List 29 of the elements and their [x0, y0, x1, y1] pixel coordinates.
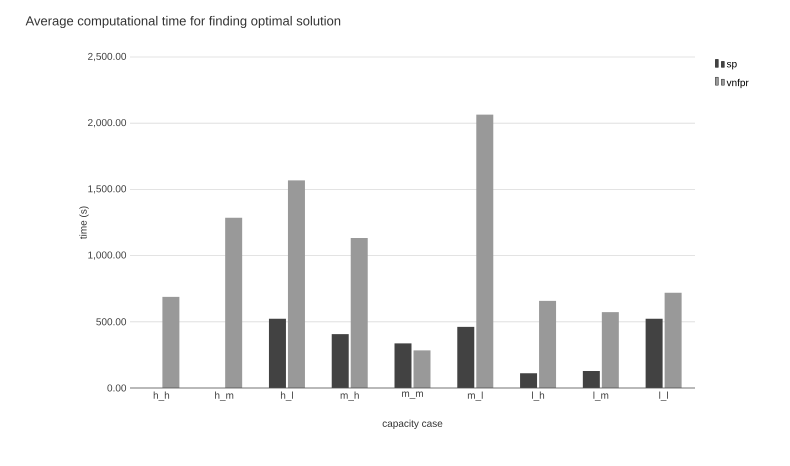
y-tick-label: 2,000.00 — [88, 119, 126, 128]
x-tick-label: h_h — [154, 392, 170, 401]
x-axis-title: capacity case — [382, 420, 442, 429]
y-tick-label: 1,000.00 — [88, 251, 126, 260]
x-tick-label: h_m — [215, 392, 234, 401]
bar — [476, 114, 494, 388]
y-axis-title: time (s) — [79, 206, 89, 240]
bar — [350, 238, 368, 388]
y-tick-label: 1,500.00 — [88, 185, 126, 194]
legend-label: vnfpr — [726, 78, 749, 88]
x-tick-label: h_l — [280, 392, 293, 401]
legend-label: sp — [726, 62, 737, 70]
y-tick-label: 2,500.00 — [88, 52, 126, 62]
y-tick-label: 0.00 — [107, 384, 126, 392]
x-tick-label: m_m — [402, 392, 423, 399]
x-tick-label: l_m — [593, 392, 608, 401]
x-tick-label: l_h — [532, 392, 544, 401]
bar — [539, 300, 556, 388]
bar — [162, 296, 180, 388]
x-tick-label: m_l — [468, 392, 483, 401]
bar — [414, 350, 430, 388]
chart-title: Average computational time for finding optimal solution — [26, 16, 340, 28]
x-tick-label: m_h — [340, 392, 359, 401]
bar — [602, 312, 619, 388]
y-tick-label: 500.00 — [96, 318, 126, 326]
bar — [225, 218, 242, 388]
bar — [288, 180, 305, 388]
bar — [664, 292, 682, 388]
x-tick-label: l_l — [659, 392, 668, 401]
